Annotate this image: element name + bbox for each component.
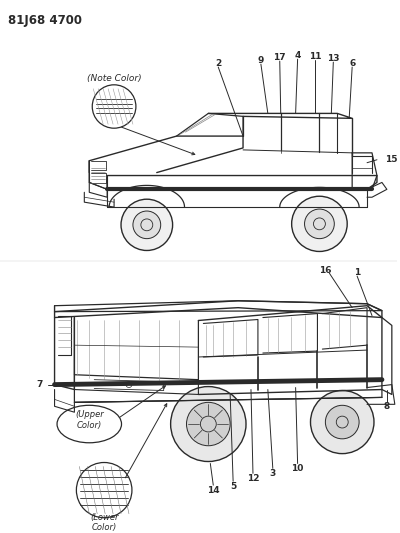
Circle shape bbox=[186, 402, 230, 446]
Text: (Note Color): (Note Color) bbox=[87, 75, 141, 83]
Circle shape bbox=[325, 405, 359, 439]
Text: 16: 16 bbox=[319, 266, 332, 274]
Text: 1: 1 bbox=[354, 268, 360, 277]
Text: 12: 12 bbox=[247, 474, 259, 483]
Text: 2: 2 bbox=[215, 59, 221, 68]
Circle shape bbox=[304, 209, 334, 239]
Text: 6: 6 bbox=[349, 59, 355, 68]
Ellipse shape bbox=[57, 405, 122, 443]
Text: (Lower
Color): (Lower Color) bbox=[90, 513, 118, 532]
Text: 14: 14 bbox=[207, 486, 220, 495]
Text: 5: 5 bbox=[230, 482, 236, 491]
Text: 11: 11 bbox=[309, 52, 322, 61]
Circle shape bbox=[76, 463, 132, 518]
Text: 3: 3 bbox=[270, 469, 276, 478]
Circle shape bbox=[292, 196, 347, 252]
Text: 9: 9 bbox=[258, 55, 264, 64]
Circle shape bbox=[133, 211, 161, 239]
Text: 4: 4 bbox=[294, 51, 301, 60]
Circle shape bbox=[310, 391, 374, 454]
Text: 13: 13 bbox=[327, 54, 340, 63]
Text: 10: 10 bbox=[292, 464, 304, 473]
Text: 7: 7 bbox=[36, 380, 43, 389]
Circle shape bbox=[92, 85, 136, 128]
Text: (Upper
Color): (Upper Color) bbox=[75, 410, 104, 430]
Text: 8: 8 bbox=[384, 402, 390, 411]
Circle shape bbox=[171, 386, 246, 462]
Text: 15: 15 bbox=[385, 155, 397, 164]
Text: 17: 17 bbox=[274, 53, 286, 62]
Text: 81J68 4700: 81J68 4700 bbox=[8, 14, 82, 27]
Circle shape bbox=[121, 199, 173, 251]
